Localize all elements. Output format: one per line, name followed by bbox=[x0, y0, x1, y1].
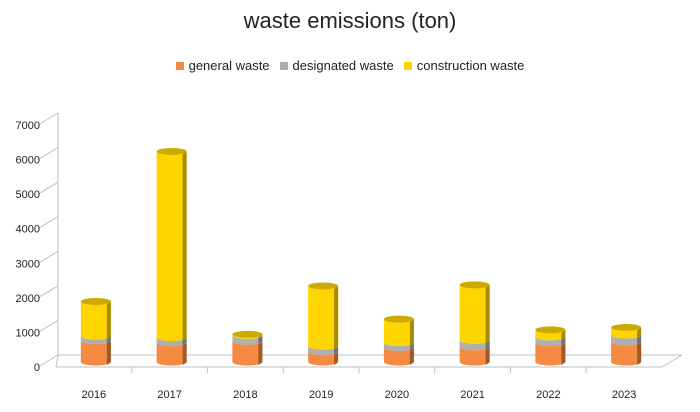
bar-segment-shade bbox=[485, 284, 490, 344]
bar-segment-shade bbox=[106, 340, 111, 365]
bar-segment-shade bbox=[182, 342, 187, 365]
x-tick-label: 2023 bbox=[612, 389, 636, 401]
y-tick-label: 2000 bbox=[16, 293, 40, 305]
bar-segment-shade bbox=[485, 340, 490, 350]
legend-label-construction-waste: construction waste bbox=[416, 58, 525, 73]
bar-segment-construction-waste bbox=[156, 151, 187, 341]
bar-segment-construction-waste bbox=[308, 285, 339, 350]
bar-segment-general-waste bbox=[156, 342, 187, 366]
x-tick-label: 2017 bbox=[157, 389, 181, 401]
bar-top-cap bbox=[383, 315, 414, 323]
bar-segment-construction-waste bbox=[611, 327, 642, 339]
bar-segment-shade bbox=[637, 341, 642, 365]
bar-segment-construction-waste bbox=[232, 334, 263, 339]
x-tick-label: 2016 bbox=[82, 389, 106, 401]
bar-segment-designated-waste bbox=[383, 342, 414, 351]
bar-segment-shade bbox=[182, 337, 187, 346]
bar-segment-general-waste bbox=[383, 347, 414, 366]
legend: general waste designated waste construct… bbox=[0, 58, 700, 73]
bar-top-cap bbox=[459, 281, 490, 289]
chart-title: waste emissions (ton) bbox=[243, 8, 457, 33]
bar-segment-designated-waste bbox=[459, 340, 490, 351]
bar-segment-general-waste bbox=[80, 340, 111, 366]
legend-label-designated-waste: designated waste bbox=[292, 58, 394, 73]
bar-segment-construction-waste bbox=[80, 301, 111, 340]
bar-top-cap bbox=[80, 298, 111, 305]
y-tick-mark bbox=[37, 285, 59, 299]
legend-item-designated-waste: designated waste bbox=[279, 58, 394, 73]
bar-segment-shade bbox=[637, 327, 642, 339]
y-tick-mark bbox=[37, 181, 59, 195]
bar-segment-designated-waste bbox=[535, 336, 566, 347]
y-tick-label: 5000 bbox=[16, 189, 40, 201]
bar-segment-shade bbox=[334, 351, 339, 365]
y-tick-mark bbox=[37, 147, 59, 160]
y-tick-mark bbox=[37, 354, 59, 368]
bar-top-cap bbox=[535, 326, 566, 334]
bar-segment-shade bbox=[409, 319, 414, 346]
bar-segment-general-waste bbox=[535, 342, 566, 366]
bar-segment-shade bbox=[106, 336, 111, 344]
bar-segment-designated-waste bbox=[308, 346, 339, 356]
legend-item-construction-waste: construction waste bbox=[403, 58, 525, 73]
bar-segment-shade bbox=[637, 335, 642, 345]
bar-segment-shade bbox=[182, 151, 187, 341]
bar-segment-designated-waste bbox=[80, 336, 111, 345]
bar-segment-construction-waste bbox=[535, 329, 566, 341]
bar-top-cap bbox=[308, 282, 339, 290]
bar-segment-construction-waste bbox=[383, 319, 414, 347]
bar-segment-shade bbox=[258, 335, 263, 345]
bar-segment-shade bbox=[409, 342, 414, 351]
floor-left-edge bbox=[55, 354, 59, 368]
y-tick-label: 4000 bbox=[16, 224, 40, 236]
y-tick-mark bbox=[37, 320, 59, 333]
bar-segment-shade bbox=[334, 285, 339, 350]
y-axis: 0 1000 2000 3000 4000 5000 6000 7000 bbox=[16, 112, 59, 374]
y-tick-mark bbox=[37, 216, 59, 230]
bar-segment-shade bbox=[561, 336, 566, 346]
bar-segment-general-waste bbox=[308, 351, 339, 366]
bar-segment-shade bbox=[106, 301, 111, 340]
legend-swatch-general-waste bbox=[175, 61, 184, 70]
x-tick-label: 2020 bbox=[385, 389, 409, 401]
legend-label-general-waste: general waste bbox=[188, 58, 270, 73]
bar-segment-construction-waste bbox=[459, 284, 490, 344]
legend-swatch-construction-waste bbox=[403, 61, 412, 70]
bar-segment-general-waste bbox=[459, 346, 490, 366]
bar-segment-designated-waste bbox=[611, 335, 642, 346]
bar-top-cap bbox=[232, 330, 263, 338]
plot-walls bbox=[55, 113, 683, 368]
y-tick-label: 3000 bbox=[16, 258, 40, 270]
x-tick-label: 2018 bbox=[233, 389, 257, 401]
y-tick-mark bbox=[37, 250, 59, 264]
bar-segment-general-waste bbox=[611, 341, 642, 366]
y-tick-label: 6000 bbox=[16, 155, 40, 167]
floor-right-edge bbox=[661, 354, 683, 368]
legend-item-general-waste: general waste bbox=[175, 58, 270, 73]
y-tick-mark bbox=[37, 112, 59, 126]
bar-segment-shade bbox=[485, 346, 490, 365]
y-tick-label: 0 bbox=[34, 362, 40, 374]
bar-segment-shade bbox=[409, 347, 414, 365]
bar-series-group bbox=[80, 147, 642, 366]
bar-segment-shade bbox=[258, 341, 263, 365]
x-tick-label: 2019 bbox=[309, 389, 333, 401]
legend-swatch-designated-waste bbox=[279, 61, 288, 70]
bar-segment-shade bbox=[561, 329, 566, 340]
x-tick-label: 2021 bbox=[460, 389, 484, 401]
bar-segment-shade bbox=[561, 342, 566, 365]
bar-segment-general-waste bbox=[232, 341, 263, 366]
bar-top-cap bbox=[156, 147, 187, 155]
bar-segment-designated-waste bbox=[156, 337, 187, 347]
bar-segment-designated-waste bbox=[232, 335, 263, 345]
bar-segment-shade bbox=[334, 346, 339, 355]
y-tick-label: 1000 bbox=[16, 327, 40, 339]
bar-top-cap bbox=[611, 323, 642, 331]
y-tick-label: 7000 bbox=[16, 120, 40, 132]
x-tick-label: 2022 bbox=[536, 389, 560, 401]
x-axis: 2016 2017 2018 2019 2020 2021 2022 2023 bbox=[82, 367, 636, 401]
